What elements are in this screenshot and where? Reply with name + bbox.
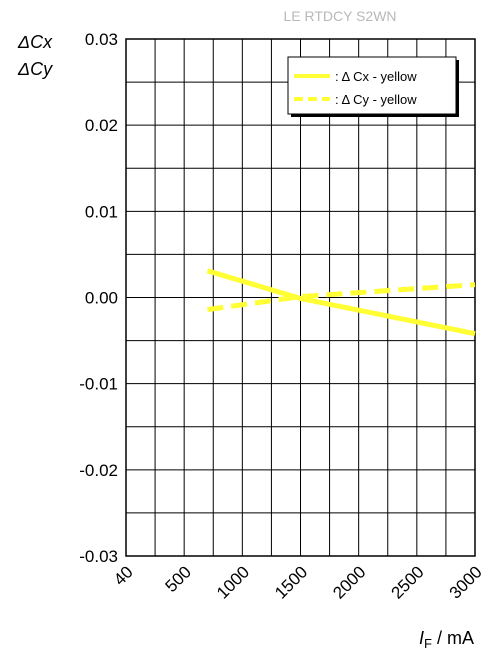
y-tick-label: 0.02 — [85, 116, 118, 135]
x-axis-label-subscript: F — [424, 636, 432, 651]
y-tick-label: -0.03 — [79, 547, 118, 566]
y-axis-label-cx: ΔCx — [17, 32, 53, 52]
series-layer — [206, 268, 476, 337]
y-tick-label: 0.00 — [85, 289, 118, 308]
y-tick-label: -0.01 — [79, 375, 118, 394]
series-line-delta-cx — [206, 268, 476, 337]
y-axis-label-cy: ΔCy — [17, 59, 53, 79]
y-tick-label: 0.01 — [85, 202, 118, 221]
legend-label: : Δ Cy - yellow — [335, 92, 417, 107]
y-tick-label: -0.02 — [79, 461, 118, 480]
grid — [126, 39, 475, 556]
plot-border — [125, 38, 476, 557]
plot-frame — [125, 38, 476, 557]
y-tick-labels: 0.03 0.02 0.01 0.00 -0.01 -0.02 -0.03 — [79, 30, 118, 566]
x-axis-label: IF / mA — [419, 628, 474, 651]
series-line-delta-cy — [207, 282, 476, 313]
legend-box — [287, 56, 457, 115]
x-axis-label-unit: / mA — [432, 628, 474, 648]
legend: : Δ Cx - yellow : Δ Cy - yellow — [287, 56, 459, 117]
legend-label: : Δ Cx - yellow — [335, 69, 417, 84]
chart-title: LE RTDCY S2WN — [283, 8, 396, 24]
y-tick-label: 0.03 — [85, 30, 118, 49]
x-axis-label-symbol: I — [419, 628, 424, 648]
